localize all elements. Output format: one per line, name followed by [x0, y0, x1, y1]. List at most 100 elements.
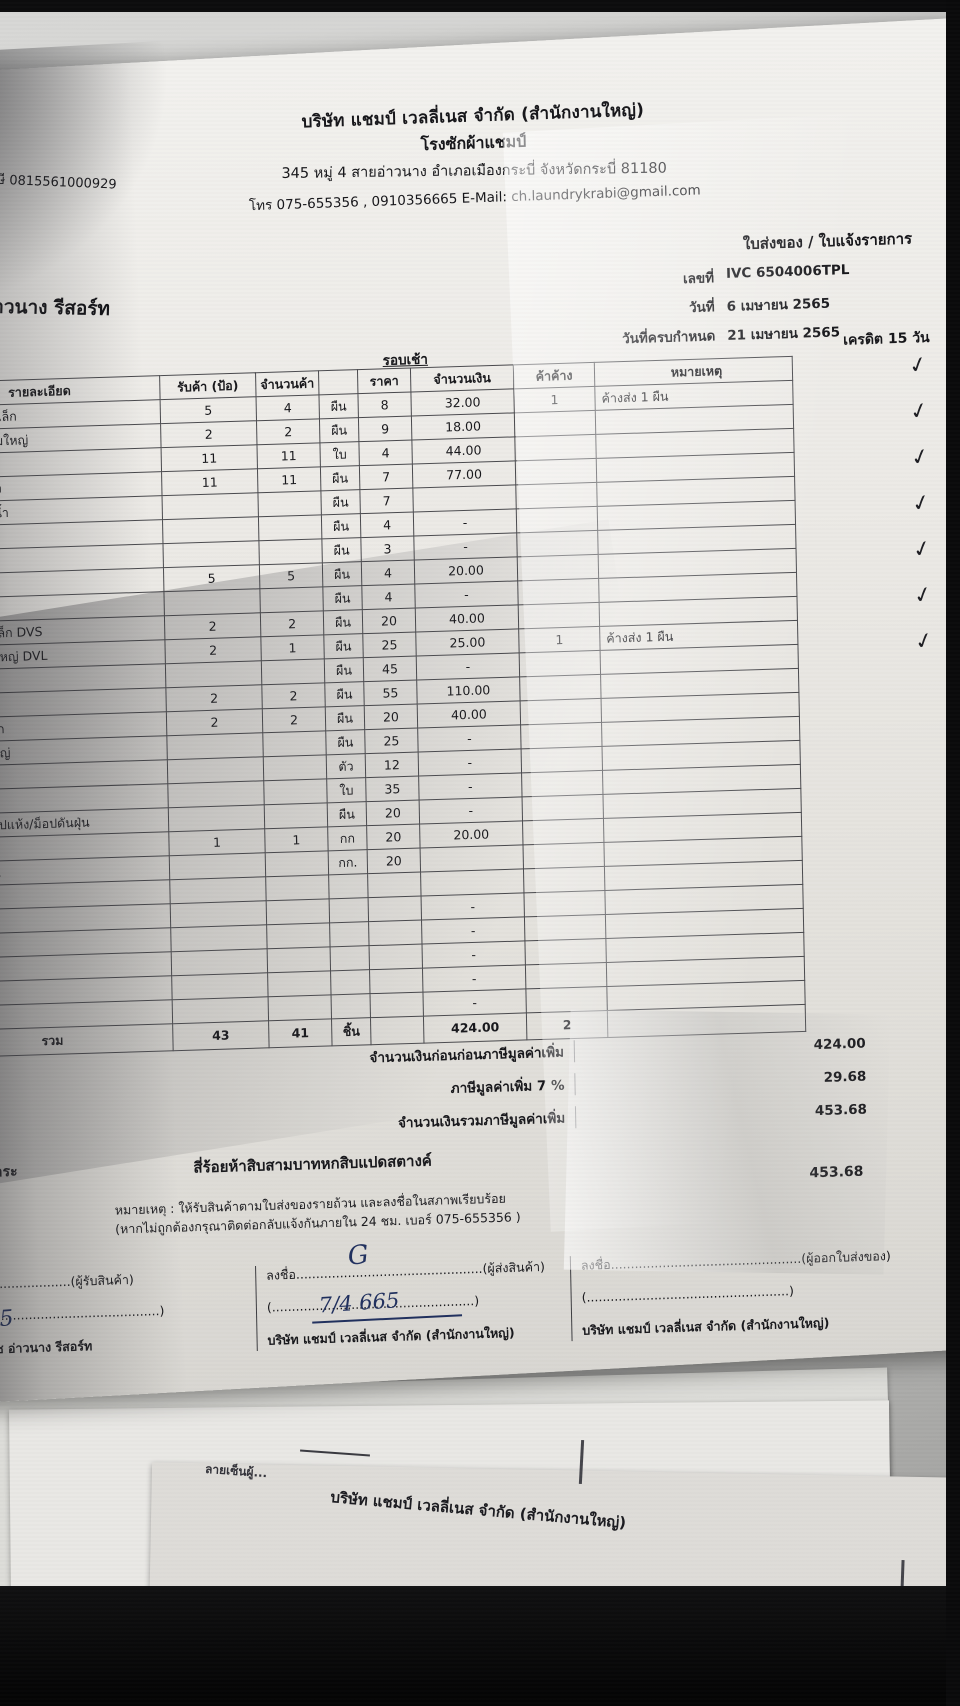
row-unit: ผืน: [319, 417, 359, 443]
row-amount: 77.00: [412, 460, 516, 489]
row-unit: ผืน: [320, 465, 360, 491]
row-received: 5: [163, 564, 260, 592]
signature-block-receiver[interactable]: ✓ 14/65 ..............................(ผ…: [0, 1266, 257, 1361]
receiver-sign-line: ..............................(ผู้รับสิน…: [0, 1271, 134, 1293]
handwritten-number-sender: 7/4 665: [318, 1288, 400, 1318]
row-received: [165, 660, 262, 688]
row-price: 25: [362, 632, 417, 658]
row-pending: 1: [513, 386, 596, 413]
row-amount: [420, 868, 524, 897]
row-pending: [521, 770, 603, 797]
doc-number-row: เลขที่ IVC 6504006TPL: [604, 259, 934, 291]
row-received: [168, 804, 265, 832]
row-qty: 1: [260, 634, 325, 661]
issuer-sign-line: ลงชื่อ..................................…: [580, 1248, 891, 1273]
row-price: 9: [358, 416, 412, 442]
row-received: [162, 492, 259, 520]
row-price: [368, 896, 422, 922]
vat-label: ภาษีมูลค่าเพิ่ม 7 %: [264, 1073, 576, 1105]
row-qty: [263, 754, 327, 781]
net-payable-label: ที่ต้องชำระ: [0, 1163, 18, 1182]
row-amount: [420, 844, 524, 873]
row-price: 4: [358, 440, 413, 466]
row-qty: [261, 658, 325, 685]
row-received: [170, 924, 268, 952]
sender-sign-line: ลงชื่อ..................................…: [266, 1258, 546, 1283]
row-qty: [266, 898, 330, 925]
handwritten-date: 14/65: [0, 1306, 15, 1337]
row-unit: ผืน: [323, 609, 363, 635]
row-price: 8: [357, 392, 412, 418]
row-amount: -: [418, 772, 523, 801]
row-received: [162, 516, 259, 544]
row-qty: [265, 850, 329, 877]
row-unit: ผืน: [321, 537, 362, 563]
total-qty: 41: [268, 1018, 333, 1048]
row-pending: [525, 962, 607, 989]
total-note: [607, 1004, 806, 1038]
invoice-sheet: บริษัท แชมป์ เวลลี่เนส จำกัด (สำนักงานให…: [0, 17, 960, 1405]
row-received: [172, 996, 269, 1024]
row-price: 25: [364, 728, 419, 754]
row-amount: 110.00: [416, 676, 521, 705]
row-pending: [515, 458, 597, 485]
row-price: [370, 992, 424, 1018]
row-received: [167, 756, 264, 784]
doc-number-value: IVC 6504006TPL: [725, 262, 850, 282]
row-unit: ผืน: [325, 729, 366, 755]
row-pending: [516, 506, 598, 533]
row-pending: [516, 530, 599, 557]
row-amount: -: [421, 916, 525, 945]
row-qty: 2: [262, 706, 326, 733]
signature-area: ✓ 14/65 ..............................(ผ…: [0, 1240, 903, 1361]
row-qty: [268, 994, 332, 1021]
row-price: 20: [362, 608, 416, 634]
row-received: 2: [164, 636, 262, 664]
bottom-dark-edge: [0, 1586, 960, 1706]
row-price: [368, 920, 422, 946]
row-unit: ใบ: [326, 777, 367, 803]
row-amount: 40.00: [415, 604, 519, 633]
doc-due-label: วันที่ครบกำหนด: [621, 328, 716, 348]
row-price: 20: [367, 848, 421, 874]
col-pending: ค้าค้าง: [513, 362, 595, 389]
row-unit: ผืน: [327, 801, 367, 827]
row-qty: 2: [260, 610, 324, 637]
row-price: 45: [363, 656, 417, 682]
row-price: 4: [360, 512, 414, 538]
total-received: 43: [172, 1020, 270, 1051]
row-amount: 18.00: [411, 412, 515, 441]
vat-row: ภาษีมูลค่าเพิ่ม 7 % 29.68: [264, 1064, 885, 1105]
row-amount: 20.00: [419, 820, 523, 849]
row-pending: [522, 818, 604, 845]
col-received: รับค้า (ป้อ): [159, 372, 257, 400]
row-unit: [329, 921, 370, 947]
row-amount: -: [416, 652, 520, 681]
total-amount: 424.00: [423, 1012, 527, 1044]
col-amount: จำนวนเงิน: [410, 364, 514, 393]
total-unit: ชิ้น: [331, 1017, 372, 1046]
signature-block-sender[interactable]: G 7/4 665 ลงชื่อ........................…: [255, 1240, 572, 1352]
row-unit: ผืน: [325, 705, 365, 731]
row-received: [171, 972, 269, 1000]
row-unit: [330, 969, 371, 995]
items-table: รายละเอียด รับค้า (ป้อ) จำนวนค้า ราคา จำ…: [0, 356, 806, 1059]
row-pending: 1: [518, 626, 601, 653]
row-amount: -: [422, 964, 526, 993]
row-received: 2: [165, 684, 263, 712]
row-price: [369, 968, 423, 994]
row-price: 4: [361, 584, 416, 610]
row-received: [166, 732, 264, 760]
row-pending: [517, 554, 599, 581]
row-qty: 11: [257, 466, 321, 493]
doc-date-value: 6 เมษายน 2565: [726, 295, 831, 315]
row-received: [170, 900, 267, 928]
row-qty: [262, 730, 327, 757]
col-qty: จำนวนค้า: [255, 370, 319, 397]
signature-block-issuer[interactable]: ลงชื่อ..................................…: [569, 1245, 903, 1342]
row-pending: [522, 842, 605, 869]
row-amount: 32.00: [410, 388, 515, 417]
row-pending: [519, 650, 601, 677]
top-dark-edge: [0, 0, 960, 12]
